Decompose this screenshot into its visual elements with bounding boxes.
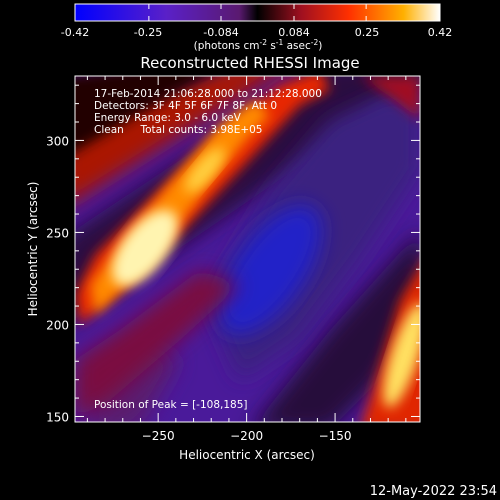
x-axis-label: Heliocentric X (arcsec): [179, 448, 315, 462]
annotation-peak: Position of Peak = [-108,185]: [94, 399, 248, 411]
colorbar-tick-label: 0.25: [355, 26, 380, 39]
x-tick-labels: −250 −200 −150: [142, 429, 352, 443]
x-tick-label: −250: [142, 429, 175, 443]
annotation-detectors: Detectors: 3F 4F 5F 6F 7F 8F, Att 0: [94, 100, 277, 112]
annotations: 17-Feb-2014 21:06:28.000 to 21:12:28.000…: [94, 88, 322, 411]
y-axis-label: Heliocentric Y (arcsec): [26, 182, 40, 317]
annotation-clean: Clean Total counts: 3.98E+05: [94, 124, 263, 136]
chart-title: Reconstructed RHESSI Image: [140, 54, 359, 72]
colorbar-tick-labels: -0.42 -0.25 -0.084 0.084 0.25 0.42: [61, 26, 452, 39]
colorbar-units: (photons cm-2 s-1 asec-2): [194, 38, 323, 52]
colorbar-ticks: [74, 4, 441, 21]
colorbar-tick-label: -0.25: [134, 26, 162, 39]
colorbar-tick-label: 0.084: [278, 26, 310, 39]
colorbar: [75, 4, 440, 21]
heatmap-image: [75, 76, 420, 422]
colorbar-tick-label: -0.084: [203, 26, 238, 39]
y-tick-label: 200: [46, 318, 69, 332]
annotation-time: 17-Feb-2014 21:06:28.000 to 21:12:28.000: [94, 88, 322, 100]
x-tick-label: −200: [230, 429, 263, 443]
y-tick-label: 250: [46, 226, 69, 240]
y-tick-label: 150: [46, 410, 69, 424]
colorbar-tick-label: 0.42: [428, 26, 453, 39]
annotation-energy: Energy Range: 3.0 - 6.0 keV: [94, 112, 242, 124]
plot-frame: [74, 75, 421, 423]
y-tick-label: 300: [46, 134, 69, 148]
y-tick-labels: 150 200 250 300: [46, 134, 69, 424]
x-tick-label: −150: [319, 429, 352, 443]
footer-date: 12-May-2022 23:54: [370, 484, 497, 499]
colorbar-tick-label: -0.42: [61, 26, 89, 39]
axis-ticks: [75, 76, 420, 422]
